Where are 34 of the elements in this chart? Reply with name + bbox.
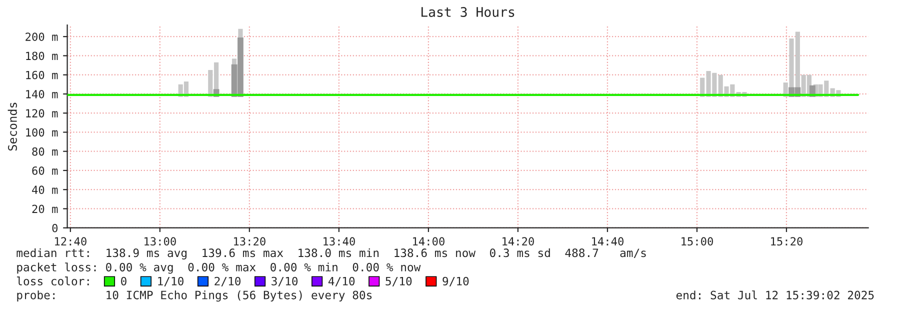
y-tick-label: 180 m xyxy=(26,52,58,60)
y-tick-label: 100 m xyxy=(26,128,58,137)
legend-title: loss color: xyxy=(17,276,89,286)
legend-label: 4/10 xyxy=(328,276,355,286)
y-tick-label: 200 m xyxy=(26,32,58,41)
y-tick-label: 60 m xyxy=(32,166,58,175)
legend-label: 3/10 xyxy=(272,276,298,286)
text: end: Sat Jul 12 15:39:02 2025 xyxy=(676,290,874,300)
x-tick-label: 13:00 xyxy=(144,237,176,246)
x-tick-label: 14:40 xyxy=(592,237,624,246)
x-tick-label: 14:00 xyxy=(413,237,444,246)
y-tick-label: 140 m xyxy=(26,90,58,98)
x-tick-label: 13:40 xyxy=(324,237,355,246)
x-tick-label: 12:40 xyxy=(55,237,86,246)
text: packet loss: 0.00 % avg 0.00 % max 0.00 % min 0.00 % now xyxy=(17,262,421,274)
x-tick-label: 13:20 xyxy=(234,237,266,246)
y-tick-label: 160 m xyxy=(26,70,58,80)
chart-title: Last 3 Hours xyxy=(422,6,514,17)
y-tick-label: 0 xyxy=(52,224,58,232)
legend-label: 9/10 xyxy=(442,276,469,286)
text: probe: 10 ICMP Echo Pings (56 Bytes) every 80s xyxy=(17,290,372,302)
y-tick-label: 120 m xyxy=(26,109,58,118)
legend-label: 5/10 xyxy=(386,276,412,286)
y-tick-label: 40 m xyxy=(32,186,58,194)
text: median rtt: 138.9 ms avg 139.6 ms max 138.0 ms min 138.6 ms now 0.3 ms sd 488.7 am/s xyxy=(16,248,646,260)
x-tick-label: 15:20 xyxy=(771,237,802,246)
legend-label: 0 xyxy=(121,276,126,286)
x-tick-label: 15:00 xyxy=(682,237,713,246)
legend-label: 2/10 xyxy=(214,276,240,286)
y-axis-title: Seconds xyxy=(8,102,17,151)
legend-label: 1/10 xyxy=(158,276,184,286)
y-tick-label: 80 m xyxy=(32,147,58,156)
y-tick-label: 20 m xyxy=(32,204,58,214)
x-tick-label: 14:20 xyxy=(502,237,534,246)
